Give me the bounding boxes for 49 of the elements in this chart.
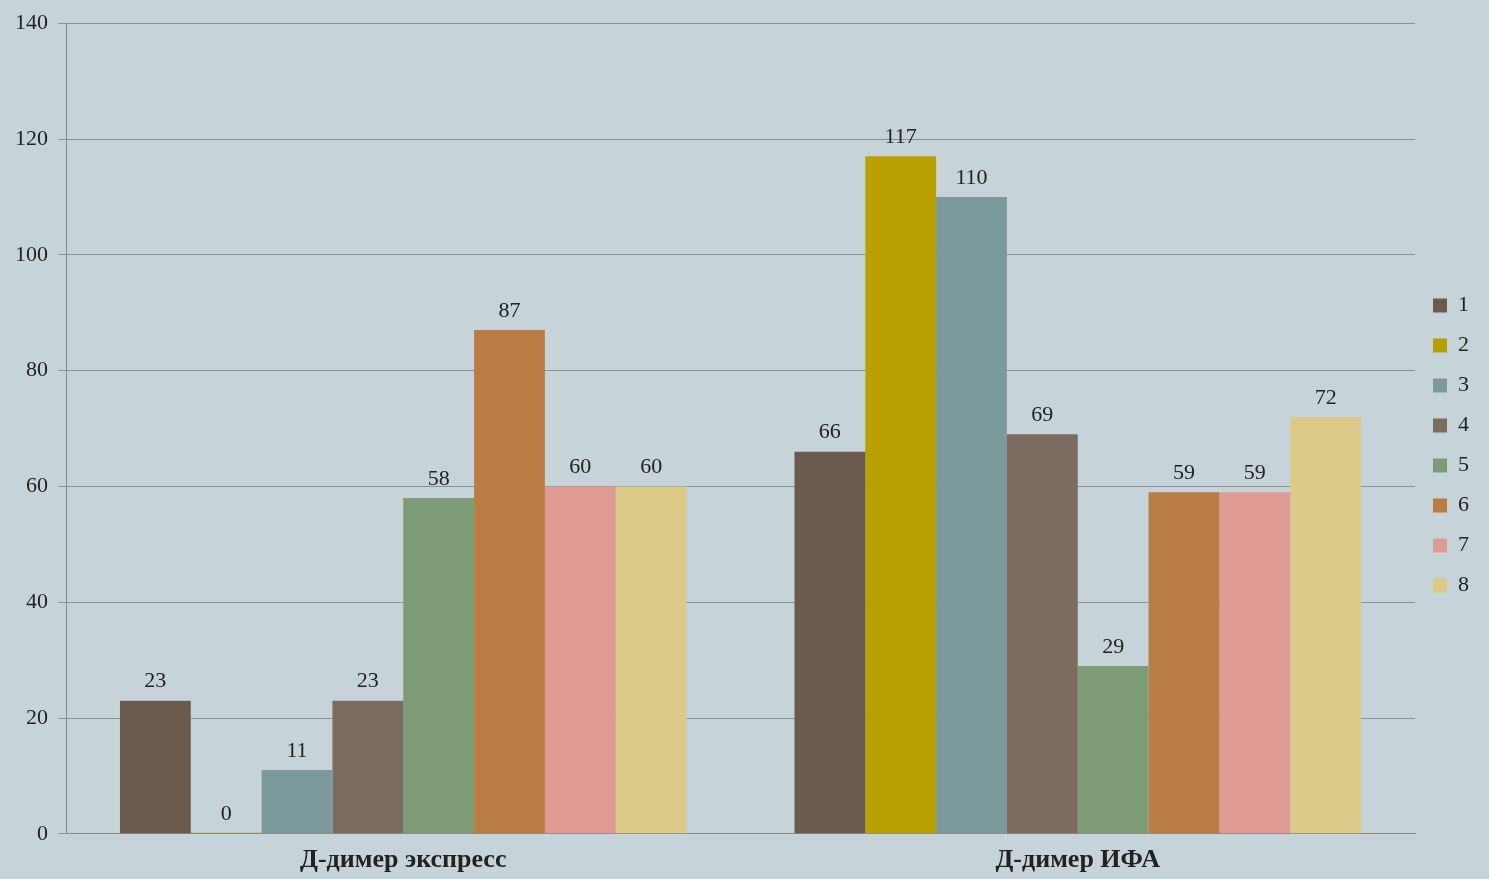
data-label: 60 [569,453,592,479]
bar [332,700,404,834]
legend-label: 5 [1458,451,1469,477]
x-tick-label: Д-димер экспресс [300,844,507,874]
data-label: 60 [640,453,663,479]
y-tick-label: 0 [37,819,48,845]
data-label: 59 [1172,458,1195,484]
data-label: 29 [1102,632,1125,658]
data-label: 69 [1031,401,1054,427]
y-tick-label: 100 [15,240,48,266]
y-tick-label: 140 [15,8,48,34]
data-label: 23 [356,667,379,693]
y-tick-label: 60 [26,472,48,498]
legend-label: 8 [1458,571,1469,597]
legend-label: 4 [1458,411,1469,437]
bar [1077,665,1149,834]
bar [403,497,475,834]
bar [261,770,333,834]
legend-label: 7 [1458,531,1469,557]
legend-label: 2 [1458,331,1469,357]
data-label: 11 [286,736,308,762]
bar [936,196,1007,834]
data-label: 59 [1243,458,1266,484]
data-label: 0 [220,799,232,825]
bar [1219,492,1291,834]
data-label: 117 [884,123,917,149]
data-label: 87 [498,296,521,322]
bar [544,486,616,834]
bar [865,156,937,834]
legend-label: 1 [1458,291,1469,317]
bar [1006,434,1078,834]
data-label: 58 [427,464,450,490]
bar [474,330,545,834]
x-tick-label: Д-димер ИФА [995,844,1161,874]
data-label: 23 [144,667,167,693]
bar [1290,416,1362,834]
legend-label: 6 [1458,491,1469,517]
y-tick-label: 20 [26,703,48,729]
bar [794,451,866,834]
y-tick-label: 120 [15,124,48,150]
bar [615,486,687,834]
bar [1148,492,1220,834]
data-label: 66 [818,418,841,444]
y-tick-label: 40 [26,587,48,613]
y-tick-label: 80 [26,356,48,382]
data-label: 110 [955,163,988,189]
bar [119,700,191,834]
data-label: 72 [1314,383,1337,409]
legend-label: 3 [1458,371,1469,397]
